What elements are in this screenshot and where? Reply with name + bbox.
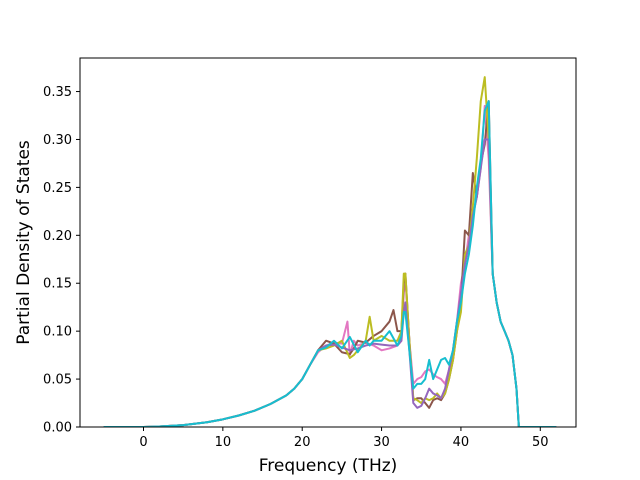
y-tick-label: 0.35 (43, 85, 72, 100)
axis-ticks: 0 10 20 30 40 50 0.00 0.05 0.10 0.15 0.20 0.25 0.30 0… (43, 85, 549, 450)
x-tick-label: 40 (453, 435, 470, 450)
series-line-5 (103, 100, 557, 427)
y-tick-label: 0.20 (43, 229, 72, 244)
x-tick-label: 50 (532, 435, 549, 450)
x-tick-label: 10 (215, 435, 232, 450)
x-tick-label: 0 (139, 435, 147, 450)
plot-area (103, 76, 557, 427)
y-tick-label: 0.00 (43, 421, 72, 436)
y-tick-label: 0.25 (43, 181, 72, 196)
y-tick-label: 0.05 (43, 373, 72, 388)
x-axis-label: Frequency (THz) (259, 456, 398, 476)
y-axis-label: Partial Density of States (14, 140, 34, 345)
y-tick-label: 0.15 (43, 277, 72, 292)
y-tick-label: 0.30 (43, 133, 72, 148)
x-tick-label: 20 (294, 435, 311, 450)
axes-frame (79, 57, 577, 428)
x-tick-label: 30 (373, 435, 390, 450)
y-tick-label: 0.10 (43, 325, 72, 340)
